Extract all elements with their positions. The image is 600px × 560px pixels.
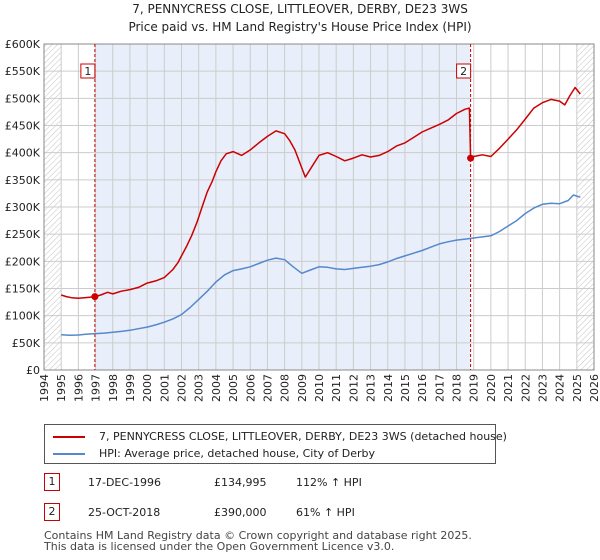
x-tick-label: 1995	[55, 374, 68, 402]
x-tick-label: 2009	[296, 374, 309, 402]
sale-number-badge: 2	[44, 503, 60, 521]
x-tick-label: 2004	[210, 374, 223, 402]
x-tick-label: 2006	[244, 374, 257, 402]
sale-row-2: 2 25-OCT-2018 £390,000 61% ↑ HPI	[44, 503, 484, 523]
y-tick-label: £300K	[5, 201, 41, 214]
x-tick-label: 1998	[107, 374, 120, 402]
legend-swatch-property	[53, 436, 85, 438]
y-tick-label: £600K	[5, 38, 41, 51]
sale-number-badge: 1	[44, 473, 60, 491]
y-tick-label: £350K	[5, 174, 41, 187]
x-tick-label: 2017	[433, 374, 446, 402]
hpi-line	[61, 194, 581, 336]
x-tick-label: 2005	[227, 374, 240, 402]
x-tick-label: 2007	[261, 374, 274, 402]
x-tick-label: 2019	[468, 374, 481, 402]
x-tick-label: 2022	[519, 374, 532, 402]
chart-subtitle: Price paid vs. HM Land Registry's House …	[128, 20, 471, 34]
sale-marker-badge	[80, 63, 96, 79]
x-tick-label: 2016	[416, 374, 429, 402]
sale-marker-badge	[456, 63, 472, 79]
sale-point	[91, 293, 99, 301]
y-tick-label: £450K	[5, 120, 41, 133]
x-tick-label: 2012	[347, 374, 360, 402]
x-tick-label: 1997	[90, 374, 103, 402]
legend: 7, PENNYCRESS CLOSE, LITTLEOVER, DERBY, …	[44, 424, 507, 464]
sale-hpi-change: 61% ↑ HPI	[296, 506, 355, 519]
x-tick-label: 2003	[193, 374, 206, 402]
price-chart: 7, PENNYCRESS CLOSE, LITTLEOVER, DERBY, …	[5, 2, 600, 402]
y-tick-label: £400K	[5, 147, 41, 160]
sale-price: £134,995	[214, 476, 267, 489]
sale-marker-label: 2	[460, 65, 467, 78]
x-tick-label: 2001	[158, 374, 171, 402]
sale-date: 25-OCT-2018	[88, 506, 161, 519]
sale-date: 17-DEC-1996	[88, 476, 162, 489]
x-tick-label: 2000	[141, 374, 154, 402]
x-tick-label: 2026	[588, 374, 600, 402]
sale-hpi-change: 112% ↑ HPI	[296, 476, 362, 489]
x-tick-label: 2024	[554, 374, 567, 402]
y-tick-label: £550K	[5, 65, 41, 78]
x-tick-label: 2013	[365, 374, 378, 402]
x-tick-label: 1994	[38, 374, 51, 402]
series-group	[60, 86, 581, 336]
x-tick-label: 2025	[571, 374, 584, 402]
sale-row-1: 1 17-DEC-1996 £134,995 112% ↑ HPI	[44, 473, 484, 493]
legend-swatch-hpi	[53, 453, 85, 455]
x-tick-label: 2011	[330, 374, 343, 402]
x-tick-label: 2021	[502, 374, 515, 402]
x-tick-label: 2014	[382, 374, 395, 402]
y-tick-label: £150K	[5, 283, 41, 296]
x-tick-label: 2010	[313, 374, 326, 402]
footer-licence: This data is licensed under the Open Gov…	[44, 540, 395, 553]
x-tick-label: 2002	[176, 374, 189, 402]
footer-copyright: Contains HM Land Registry data © Crown c…	[44, 529, 472, 542]
y-tick-label: £250K	[5, 228, 41, 241]
y-tick-label: £0	[26, 364, 40, 377]
footer: Contains HM Land Registry data © Crown c…	[44, 530, 472, 552]
sale-marker-label: 1	[84, 65, 91, 78]
legend-label-property: 7, PENNYCRESS CLOSE, LITTLEOVER, DERBY, …	[99, 430, 507, 443]
chart-title: 7, PENNYCRESS CLOSE, LITTLEOVER, DERBY, …	[132, 2, 468, 16]
x-tick-label: 2018	[451, 374, 464, 402]
x-tick-label: 1996	[72, 374, 85, 402]
plot-frame	[43, 43, 595, 371]
x-tick-label: 2020	[485, 374, 498, 402]
x-tick-label: 2008	[279, 374, 292, 402]
y-tick-label: £50K	[12, 337, 41, 350]
property-price-line	[60, 86, 581, 300]
x-tick-label: 1999	[124, 374, 137, 402]
y-tick-label: £500K	[5, 92, 41, 105]
y-tick-label: £200K	[5, 255, 41, 268]
legend-label-hpi: HPI: Average price, detached house, City…	[99, 447, 376, 460]
x-tick-label: 2015	[399, 374, 412, 402]
sale-point	[467, 154, 475, 162]
y-tick-label: £100K	[5, 310, 41, 323]
sale-price: £390,000	[214, 506, 267, 519]
x-tick-label: 2023	[536, 374, 549, 402]
